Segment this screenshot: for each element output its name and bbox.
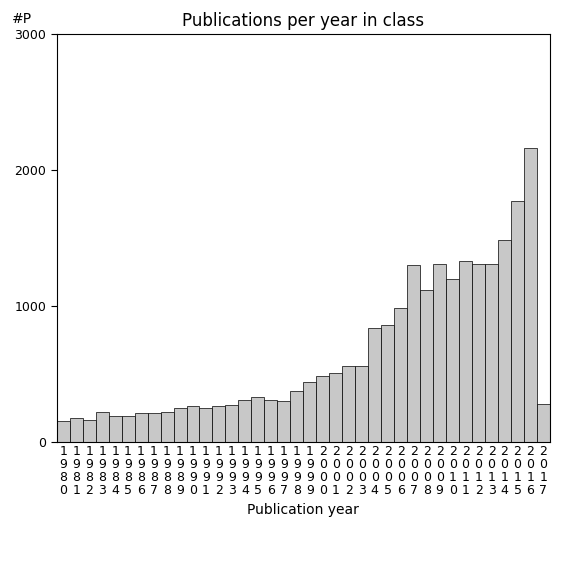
Bar <box>134 413 147 442</box>
Bar <box>342 366 356 442</box>
Bar <box>251 397 264 442</box>
Bar <box>239 400 251 442</box>
Bar <box>356 366 368 442</box>
Bar <box>187 406 200 442</box>
Bar <box>57 421 70 442</box>
Bar <box>303 382 316 442</box>
Bar <box>537 404 550 442</box>
Bar <box>498 239 511 442</box>
Title: Publications per year in class: Publications per year in class <box>182 12 425 29</box>
Bar <box>290 391 303 442</box>
Bar <box>147 413 160 442</box>
Bar <box>420 290 433 442</box>
Bar <box>83 420 96 442</box>
Bar <box>446 279 459 442</box>
Bar <box>459 261 472 442</box>
Bar <box>200 408 213 442</box>
Bar <box>407 265 420 442</box>
Bar <box>381 325 394 442</box>
Bar <box>109 416 121 442</box>
Bar <box>121 416 134 442</box>
Bar <box>368 328 381 442</box>
Bar <box>394 307 407 442</box>
Bar <box>485 264 498 442</box>
Bar <box>70 418 83 442</box>
Bar <box>329 373 342 442</box>
Bar <box>213 406 226 442</box>
X-axis label: Publication year: Publication year <box>247 502 359 517</box>
Bar <box>316 375 329 442</box>
Bar <box>264 400 277 442</box>
Y-axis label: #P: #P <box>12 12 32 26</box>
Bar <box>96 412 109 442</box>
Bar <box>277 401 290 442</box>
Bar <box>160 412 174 442</box>
Bar <box>433 264 446 442</box>
Bar <box>511 201 524 442</box>
Bar <box>226 405 239 442</box>
Bar <box>524 149 537 442</box>
Bar <box>472 264 485 442</box>
Bar <box>174 408 187 442</box>
